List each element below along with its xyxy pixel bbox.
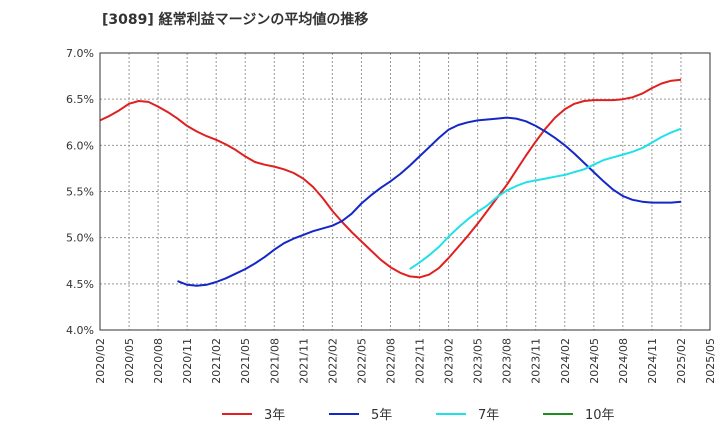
x-tick-label: 2020/08 bbox=[152, 338, 165, 384]
series-lines bbox=[99, 78, 682, 287]
x-tick-label: 2024/02 bbox=[559, 338, 572, 384]
x-tick-labels: 2020/02 2020/05 2020/08 2020/11 2021/02 2021/… bbox=[94, 338, 717, 384]
y-tick-label: 4.0% bbox=[66, 324, 94, 337]
x-tick-label: 2024/11 bbox=[646, 338, 659, 384]
y-tick-label: 6.5% bbox=[66, 93, 94, 106]
legend-label-2: 5年 bbox=[371, 408, 392, 423]
legend: 3年 5年 7年 10年 bbox=[222, 408, 615, 423]
plot-border bbox=[99, 52, 711, 331]
chart-title: [3089] 経常利益マージンの平均値の推移 bbox=[102, 11, 368, 28]
x-tick-label: 2021/11 bbox=[297, 338, 310, 384]
x-tick-label: 2025/02 bbox=[675, 338, 688, 384]
y-tick-label: 6.0% bbox=[66, 139, 94, 152]
series-line-2 bbox=[177, 116, 682, 287]
x-tick-label: 2022/05 bbox=[355, 338, 368, 384]
grid-lines bbox=[99, 52, 711, 331]
y-tick-label: 7.0% bbox=[66, 47, 94, 60]
series-line-1 bbox=[99, 78, 682, 279]
x-tick-label: 2020/05 bbox=[123, 338, 136, 384]
x-tick-label: 2023/02 bbox=[443, 338, 456, 384]
y-tick-label: 4.5% bbox=[66, 278, 94, 291]
x-tick-label: 2025/05 bbox=[704, 338, 717, 384]
legend-label-4: 10年 bbox=[585, 408, 615, 423]
x-tick-label: 2020/02 bbox=[94, 338, 107, 384]
series-line-3 bbox=[409, 127, 682, 270]
x-tick-label: 2020/11 bbox=[181, 338, 194, 384]
x-tick-label: 2024/05 bbox=[588, 338, 601, 384]
y-tick-label: 5.5% bbox=[66, 186, 94, 199]
x-tick-label: 2022/02 bbox=[326, 338, 339, 384]
x-tick-label: 2021/02 bbox=[210, 338, 223, 384]
x-tick-label: 2021/08 bbox=[268, 338, 281, 384]
x-tick-label: 2024/08 bbox=[617, 338, 630, 384]
x-tick-label: 2023/05 bbox=[472, 338, 485, 384]
x-tick-label: 2022/08 bbox=[384, 338, 397, 384]
x-tick-label: 2022/11 bbox=[414, 338, 427, 384]
legend-label-1: 3年 bbox=[264, 408, 285, 423]
legend-label-3: 7年 bbox=[478, 408, 499, 423]
x-tick-label: 2023/11 bbox=[530, 338, 543, 384]
y-tick-labels: 4.0% 4.5% 5.0% 5.5% 6.0% 6.5% 7.0% bbox=[66, 47, 94, 337]
x-tick-label: 2023/08 bbox=[501, 338, 514, 384]
y-tick-label: 5.0% bbox=[66, 232, 94, 245]
x-tick-label: 2021/05 bbox=[239, 338, 252, 384]
